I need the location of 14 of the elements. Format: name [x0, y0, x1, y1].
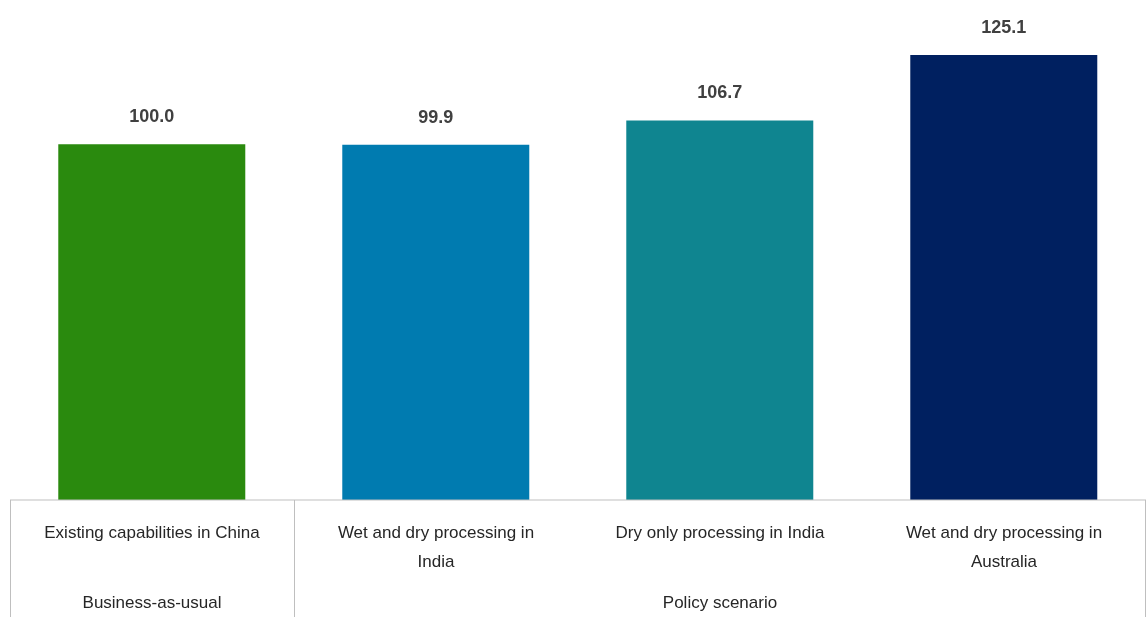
x-tick-label: Existing capabilities in China: [44, 523, 261, 542]
data-label: 125.1: [981, 17, 1027, 37]
x-tick-label: Wet and dry processing in Australia: [905, 523, 1103, 571]
text: Business-as-usual: [81, 593, 223, 613]
data-label: 99.9: [418, 106, 454, 127]
bar: [910, 55, 1098, 500]
data-label: 100.0: [129, 106, 175, 127]
text: Policy scenario: [661, 593, 779, 613]
bar: [342, 144, 530, 500]
bar: [626, 120, 814, 500]
data-label: 106.7: [697, 82, 743, 103]
x-tick-label: Wet and dry processing in India: [337, 523, 535, 571]
x-tick-label: Dry only processing in India: [615, 523, 825, 542]
bar: [58, 144, 246, 500]
